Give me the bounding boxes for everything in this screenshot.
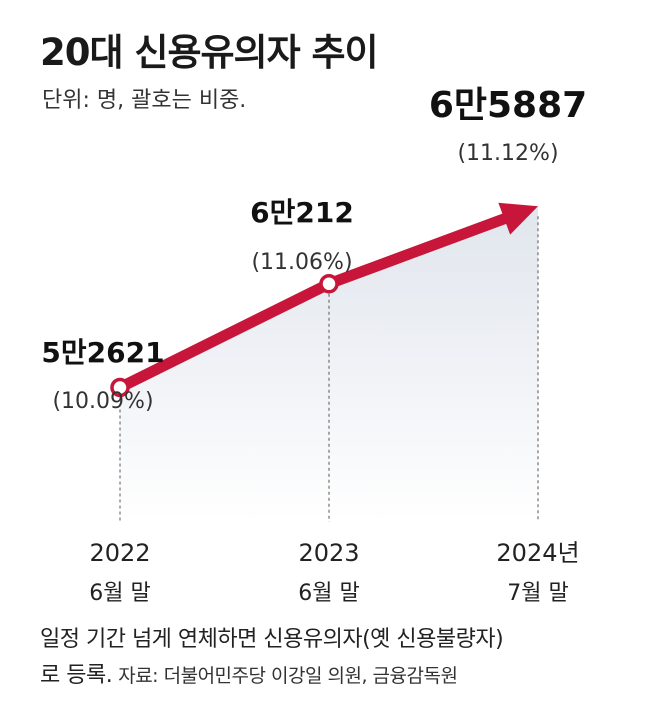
x-tick-month-1: 6월 말 xyxy=(298,581,359,606)
source-credit: 자료: 더불어민주당 이강일 의원, 금융감독원 xyxy=(118,665,458,687)
footnote: 일정 기간 넘게 연체하면 신용유의자(옛 신용불량자) 로 등록. 자료: 더불… xyxy=(40,622,630,694)
share-label-2: (11.12%) xyxy=(457,141,558,166)
data-point-1 xyxy=(319,274,339,294)
x-tick-year-2: 2024년 xyxy=(496,539,579,567)
area-fill xyxy=(120,206,538,522)
x-tick-year-0: 2022 xyxy=(89,539,150,567)
value-label-2: 6만5887 xyxy=(429,85,587,126)
footnote-line-2-text: 로 등록. xyxy=(40,663,113,688)
share-label-0: (10.09%) xyxy=(52,389,153,414)
unit-note: 단위: 명, 괄호는 비중. xyxy=(42,88,247,113)
x-tick-year-1: 2023 xyxy=(298,539,359,567)
arrow-head-icon xyxy=(498,202,538,235)
footnote-line-2: 로 등록. 자료: 더불어민주당 이강일 의원, 금융감독원 xyxy=(40,658,630,694)
value-label-1: 6만212 xyxy=(250,196,354,229)
line-chart: 5만2621 (10.09%) 6만212 (11.06%) 6만5887 (11.12%… xyxy=(41,85,587,606)
x-tick-month-0: 6월 말 xyxy=(89,581,150,606)
data-point-0 xyxy=(110,377,130,398)
chart-title: 20대 신용유의자 추이 xyxy=(40,31,379,74)
footnote-line-1: 일정 기간 넘게 연체하면 신용유의자(옛 신용불량자) xyxy=(40,627,504,652)
share-label-1: (11.06%) xyxy=(251,250,352,275)
value-label-0: 5만2621 xyxy=(41,336,164,369)
x-tick-month-2: 7월 말 xyxy=(507,581,568,606)
